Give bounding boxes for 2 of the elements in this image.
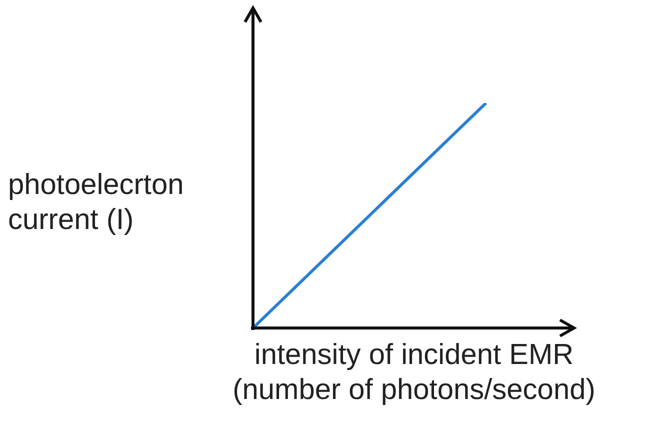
x-axis-title: intensity of incident EMR (number of photons/second) bbox=[232, 339, 596, 406]
y-axis-title: photoelecrton current (I) bbox=[8, 169, 184, 236]
